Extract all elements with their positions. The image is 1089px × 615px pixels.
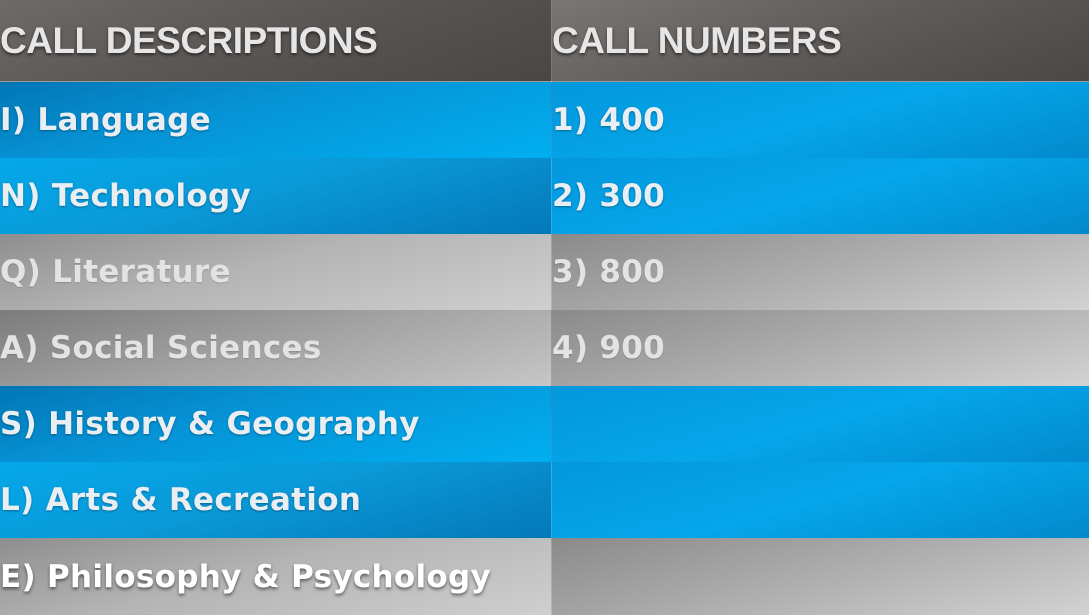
- description-text: Q) Literature: [0, 254, 231, 290]
- description-text: E) Philosophy & Psychology: [0, 558, 492, 595]
- number-text: 1) 400: [552, 102, 666, 138]
- description-cell: E) Philosophy & Psychology: [0, 538, 552, 615]
- number-text: 4) 900: [552, 330, 666, 366]
- number-cell: [552, 538, 1089, 615]
- description-cell: I) Language: [0, 82, 552, 158]
- description-cell: L) Arts & Recreation: [0, 462, 552, 538]
- description-text: A) Social Sciences: [0, 330, 322, 366]
- header-call-numbers: CALL NUMBERS: [552, 0, 1089, 82]
- description-cell: N) Technology: [0, 158, 552, 234]
- header-call-numbers-label: CALL NUMBERS: [552, 19, 842, 61]
- number-text: 3) 800: [552, 254, 666, 290]
- number-cell: [552, 462, 1089, 538]
- description-text: S) History & Geography: [0, 406, 420, 442]
- number-cell: [552, 386, 1089, 462]
- number-cell: 2) 300: [552, 158, 1089, 234]
- description-text: L) Arts & Recreation: [0, 482, 362, 518]
- description-text: I) Language: [0, 102, 211, 138]
- description-text: N) Technology: [0, 178, 251, 214]
- number-text: 2) 300: [552, 178, 666, 214]
- description-cell: Q) Literature: [0, 234, 552, 310]
- number-cell: 1) 400: [552, 82, 1089, 158]
- number-cell: 3) 800: [552, 234, 1089, 310]
- description-cell: A) Social Sciences: [0, 310, 552, 386]
- header-call-descriptions: CALL DESCRIPTIONS: [0, 0, 552, 82]
- header-call-descriptions-label: CALL DESCRIPTIONS: [0, 19, 378, 61]
- number-cell: 4) 900: [552, 310, 1089, 386]
- description-cell: S) History & Geography: [0, 386, 552, 462]
